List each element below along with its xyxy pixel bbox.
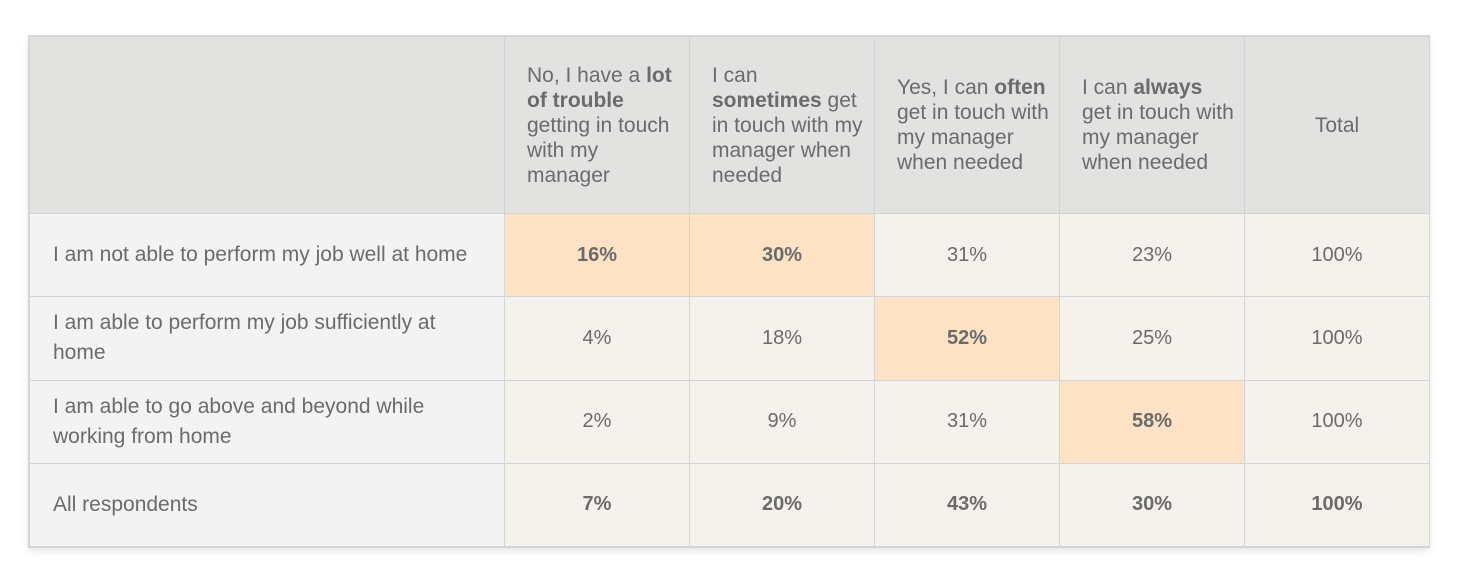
column-header-post: get in touch with my manager when needed <box>712 88 863 187</box>
column-header-emphasis: often <box>994 76 1046 99</box>
table-cell: 30% <box>1059 462 1245 548</box>
column-header: I can sometimes get in touch with my man… <box>689 36 875 214</box>
table-cell: 23% <box>1059 212 1245 298</box>
column-header-emphasis: always <box>1133 76 1203 99</box>
table-row: I am able to perform my job sufficiently… <box>29 296 1430 381</box>
table-cell: 43% <box>874 462 1060 548</box>
column-header-pre: Total <box>1314 113 1360 137</box>
column-header-pre: I can <box>1082 76 1134 99</box>
column-header: Yes, I can often get in touch with my ma… <box>874 36 1060 214</box>
table-cell: 7% <box>504 462 690 548</box>
survey-table-frame: No, I have a lot of trouble getting in t… <box>29 36 1430 548</box>
row-label: All respondents <box>29 462 505 548</box>
table-cell: 100% <box>1244 212 1430 298</box>
table-row: I am not able to perform my job well at … <box>29 212 1430 298</box>
table-row-all-respondents: All respondents 7% 20% 43% 30% 100% <box>29 462 1430 548</box>
header-row: No, I have a lot of trouble getting in t… <box>29 36 1430 214</box>
table-cell: 20% <box>689 462 875 548</box>
table-row: I am able to go above and beyond while w… <box>29 379 1430 464</box>
table-cell: 2% <box>504 379 690 464</box>
table-cell: 31% <box>874 379 1060 464</box>
column-header-emphasis: lot of trouble <box>527 63 672 112</box>
table-cell: 100% <box>1244 462 1430 548</box>
row-label: I am able to go above and beyond while w… <box>29 379 505 464</box>
row-label: I am able to perform my job sufficiently… <box>29 296 505 381</box>
column-header-post: get in touch with my manager when needed <box>897 101 1049 174</box>
table-cell-highlighted: 16% <box>504 212 690 298</box>
table-cell: 9% <box>689 379 875 464</box>
column-header: No, I have a lot of trouble getting in t… <box>504 36 690 214</box>
table-cell-highlighted: 52% <box>874 296 1060 381</box>
column-header-pre: I can <box>712 63 758 87</box>
row-label: I am not able to perform my job well at … <box>29 212 505 298</box>
table-cell-highlighted: 58% <box>1059 379 1245 464</box>
table-cell: 100% <box>1244 379 1430 464</box>
survey-table: No, I have a lot of trouble getting in t… <box>29 36 1430 548</box>
column-header-emphasis: sometimes <box>712 88 822 112</box>
column-header-post: get in touch with my manager when needed <box>1082 101 1234 174</box>
column-header-pre: No, I have a <box>527 63 647 87</box>
table-cell-highlighted: 30% <box>689 212 875 298</box>
table-cell: 100% <box>1244 296 1430 381</box>
table-cell: 25% <box>1059 296 1245 381</box>
table-cell: 18% <box>689 296 875 381</box>
column-header-post: getting in touch with my manager <box>527 113 670 187</box>
header-corner-cell <box>29 36 505 214</box>
column-header-total: Total <box>1244 36 1430 214</box>
column-header: I can always get in touch with my manage… <box>1059 36 1245 214</box>
column-header-pre: Yes, I can <box>897 76 995 99</box>
table-cell: 31% <box>874 212 1060 298</box>
table-cell: 4% <box>504 296 690 381</box>
